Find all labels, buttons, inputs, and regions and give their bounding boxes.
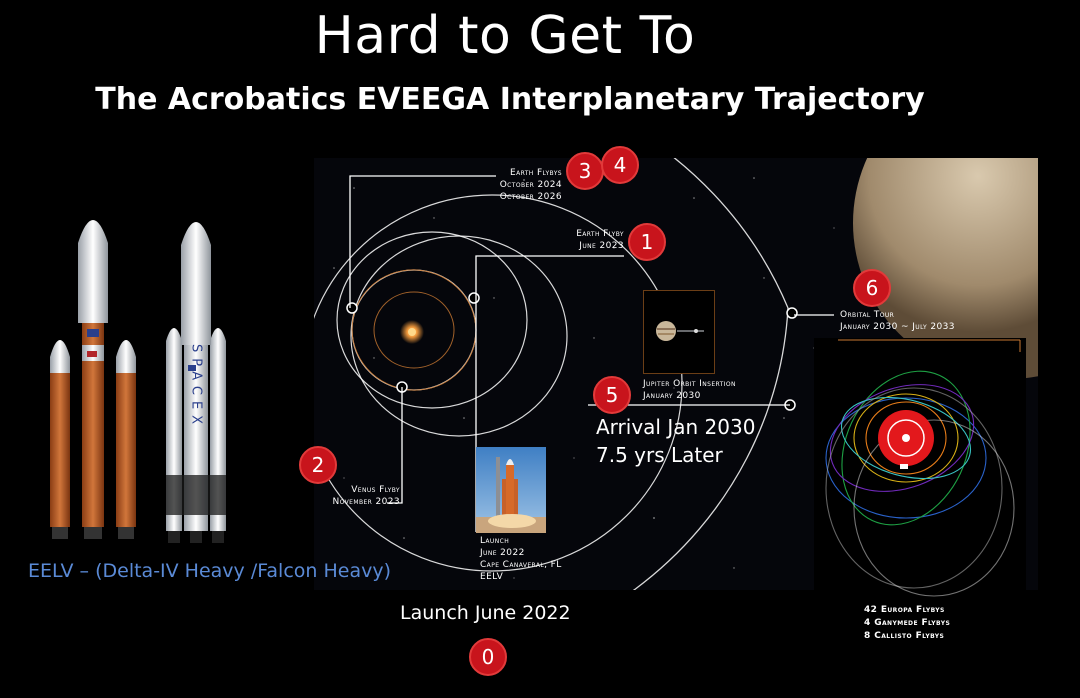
badge-4: 4 bbox=[601, 146, 639, 184]
badge-1: 1 bbox=[628, 223, 666, 261]
rockets-illustration: SPACEX bbox=[50, 220, 226, 543]
earth-flyby-1-label: Earth Flyby June 2023 bbox=[576, 229, 624, 251]
flyby-counts: 42 Europa Flybys 4 Ganymede Flybys 8 Cal… bbox=[864, 604, 950, 643]
launch-label: Launch June 2022 Cape Canaveral, FL EELV bbox=[480, 536, 562, 582]
flyby-count-ganymede: 4 Ganymede Flybys bbox=[864, 618, 951, 628]
badge-2: 2 bbox=[299, 446, 337, 484]
earth-flybys-3-4-label: Earth Flybys October 2024 October 2026 bbox=[499, 168, 562, 202]
arrival-text: Arrival Jan 2030 7.5 yrs Later bbox=[596, 415, 756, 467]
flyby-count-europa: 42 Europa Flybys bbox=[864, 605, 945, 615]
launch-vehicle-label: EELV – (Delta-IV Heavy /Falcon Heavy) bbox=[28, 560, 392, 582]
delta-iv-heavy-icon bbox=[50, 220, 136, 539]
venus-orbit bbox=[373, 291, 455, 369]
page-title: Hard to Get To bbox=[314, 6, 696, 66]
badge-5: 5 bbox=[593, 376, 631, 414]
launch-date-label: Launch June 2022 bbox=[400, 602, 571, 624]
flyby-count-callisto: 8 Callisto Flybys bbox=[864, 631, 945, 641]
spacex-lettering: SPACEX bbox=[189, 344, 204, 430]
transfer-orbit bbox=[314, 194, 683, 572]
orbital-tour-plot bbox=[814, 338, 1026, 598]
badge-6: 6 bbox=[853, 269, 891, 307]
page-subtitle: The Acrobatics EVEEGA Interplanetary Tra… bbox=[95, 82, 925, 117]
badge-0: 0 bbox=[469, 638, 507, 676]
venus-flyby-label: Venus Flyby November 2023 bbox=[332, 485, 400, 507]
falcon-heavy-icon bbox=[166, 222, 226, 543]
jupiter-insertion-image bbox=[643, 290, 715, 374]
badge-3: 3 bbox=[566, 152, 604, 190]
jupiter-orbit bbox=[632, 158, 789, 590]
jupiter-orbit-insertion-label: Jupiter Orbit Insertion January 2030 bbox=[643, 379, 736, 401]
europa-icon bbox=[853, 158, 1038, 379]
launch-photo bbox=[476, 447, 546, 533]
orbital-tour-label: Orbital Tour January 2030 ~ July 2033 bbox=[840, 310, 955, 332]
